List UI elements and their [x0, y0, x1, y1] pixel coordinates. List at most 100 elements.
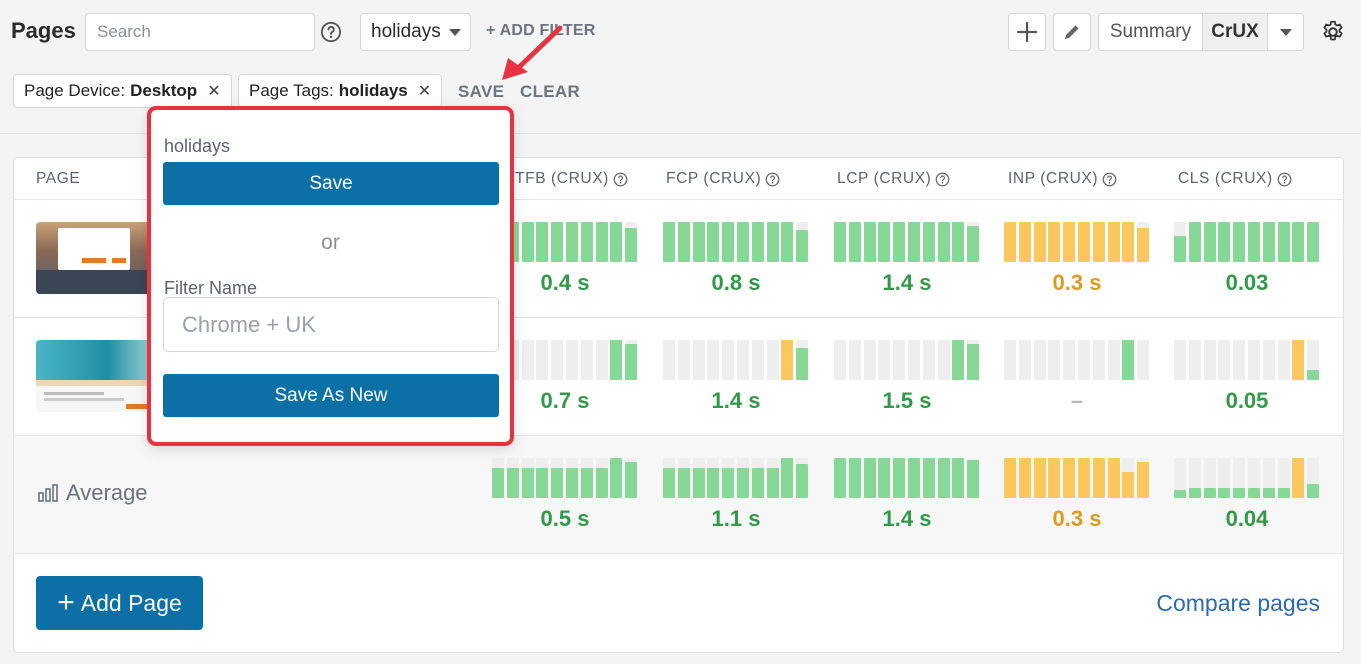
histogram-bar: [1018, 222, 1031, 262]
add-filter-button[interactable]: + ADD FILTER: [486, 22, 596, 39]
page-thumbnail[interactable]: [36, 340, 156, 412]
histogram-bar-fill: [1292, 222, 1305, 262]
plus-icon: [1016, 21, 1038, 43]
saved-filter-value: holidays: [371, 21, 441, 42]
metric-ttfb[interactable]: 0.5 s: [492, 458, 638, 532]
column-header-ttfb[interactable]: TTFB (CRUX): [505, 170, 628, 188]
histogram-bar-fill: [848, 222, 861, 262]
column-header-fcp[interactable]: FCP (CRUX): [666, 170, 780, 188]
histogram-bar-fill: [937, 458, 950, 498]
histogram-bar-fill: [893, 458, 906, 498]
histogram-bar: [610, 340, 623, 380]
help-icon[interactable]: [1102, 172, 1117, 187]
metric-value: 0.4 s: [540, 270, 590, 295]
histogram-bar: [878, 458, 891, 498]
compare-pages-link[interactable]: Compare pages: [1156, 590, 1320, 616]
clear-filter-button[interactable]: CLEAR: [520, 82, 581, 101]
histogram-bar: [1107, 458, 1120, 498]
save-filter-popover: holidays Save or Filter Name Save As New: [147, 106, 514, 446]
histogram-bar: [766, 222, 779, 262]
save-as-new-button[interactable]: Save As New: [163, 374, 499, 417]
metric-fcp[interactable]: 1.4 s: [663, 340, 809, 414]
histogram-bar-fill: [722, 468, 735, 498]
histogram-bar: [580, 222, 593, 262]
metric-inp[interactable]: –: [1004, 340, 1150, 414]
help-icon[interactable]: [613, 172, 628, 187]
metric-cls[interactable]: 0.04: [1174, 458, 1320, 532]
metric-cls[interactable]: 0.03: [1174, 222, 1320, 296]
histogram-bar: [1078, 222, 1090, 262]
histogram-bar: [1033, 222, 1046, 262]
filter-chip-device[interactable]: Page Device: Desktop ✕: [13, 74, 232, 108]
chevron-down-icon: [449, 29, 461, 36]
add-page-button[interactable]: + Add Page: [36, 576, 203, 630]
histogram-bar: [1092, 340, 1105, 380]
edit-button[interactable]: [1053, 13, 1091, 51]
saved-filter-dropdown[interactable]: holidays: [360, 13, 471, 51]
histogram-bar: [967, 458, 980, 498]
metric-fcp[interactable]: 1.1 s: [663, 458, 809, 532]
close-icon[interactable]: ✕: [417, 83, 432, 100]
help-icon[interactable]: [935, 172, 950, 187]
search-input[interactable]: [85, 13, 315, 51]
help-icon[interactable]: [320, 21, 342, 43]
histogram-bar: [707, 340, 720, 380]
view-options-button[interactable]: [1268, 14, 1303, 50]
table-row[interactable]: 0.7 s 1.4 s 1.5 s – 0.05: [14, 318, 1343, 436]
page-title: Pages: [11, 18, 76, 43]
histogram-bar-fill: [566, 468, 578, 498]
histogram: [1004, 340, 1150, 380]
save-button[interactable]: Save: [163, 162, 499, 205]
save-filter-button[interactable]: SAVE: [458, 82, 505, 101]
histogram-bar-fill: [625, 462, 638, 498]
histogram-bar-fill: [1218, 222, 1231, 262]
help-icon[interactable]: [1277, 172, 1292, 187]
filter-name-input[interactable]: [163, 297, 499, 352]
histogram-bar-fill: [781, 340, 794, 380]
histogram-bar-fill: [707, 222, 720, 262]
column-header-inp[interactable]: INP (CRUX): [1008, 170, 1117, 188]
histogram-bar: [1122, 340, 1135, 380]
help-icon[interactable]: [765, 172, 780, 187]
histogram-bar: [1174, 222, 1186, 262]
histogram-bar-fill: [1262, 222, 1275, 262]
page-thumbnail[interactable]: [36, 222, 156, 294]
histogram-bar-fill: [536, 222, 549, 262]
histogram-bar: [677, 458, 690, 498]
filter-chip-tags[interactable]: Page Tags: holidays ✕: [238, 74, 443, 108]
metric-value: 1.5 s: [882, 388, 932, 413]
add-button[interactable]: [1008, 13, 1046, 51]
histogram-bar: [1107, 340, 1120, 380]
histogram-bar: [893, 222, 906, 262]
histogram-bar: [834, 458, 846, 498]
metric-fcp[interactable]: 0.8 s: [663, 222, 809, 296]
metric-cls[interactable]: 0.05: [1174, 340, 1320, 414]
histogram-bar: [1292, 340, 1305, 380]
histogram-bar: [1078, 458, 1090, 498]
histogram-bar-fill: [663, 222, 675, 262]
column-header-cls[interactable]: CLS (CRUX): [1178, 170, 1292, 188]
histogram-bar: [908, 222, 920, 262]
close-icon[interactable]: ✕: [207, 83, 221, 100]
chip-value: Desktop: [130, 81, 198, 100]
histogram-bar: [1033, 340, 1046, 380]
metric-value: 1.4 s: [711, 388, 761, 413]
metric-lcp[interactable]: 1.4 s: [834, 222, 980, 296]
metric-inp[interactable]: 0.3 s: [1004, 222, 1150, 296]
crux-view-button[interactable]: CrUX: [1203, 14, 1268, 50]
metric-lcp[interactable]: 1.5 s: [834, 340, 980, 414]
column-header-lcp[interactable]: LCP (CRUX): [837, 170, 950, 188]
histogram-bar-fill: [1248, 222, 1260, 262]
histogram-bar: [848, 222, 861, 262]
histogram-bar: [1307, 458, 1320, 498]
histogram-bar: [967, 340, 980, 380]
histogram-bar: [781, 340, 794, 380]
gear-icon[interactable]: [1320, 19, 1346, 45]
histogram-bar-fill: [1137, 462, 1150, 498]
histogram-bar-fill: [937, 222, 950, 262]
histogram-bar: [893, 458, 906, 498]
summary-view-button[interactable]: Summary: [1099, 14, 1203, 50]
metric-inp[interactable]: 0.3 s: [1004, 458, 1150, 532]
metric-lcp[interactable]: 1.4 s: [834, 458, 980, 532]
histogram-bar-fill: [1174, 490, 1186, 498]
